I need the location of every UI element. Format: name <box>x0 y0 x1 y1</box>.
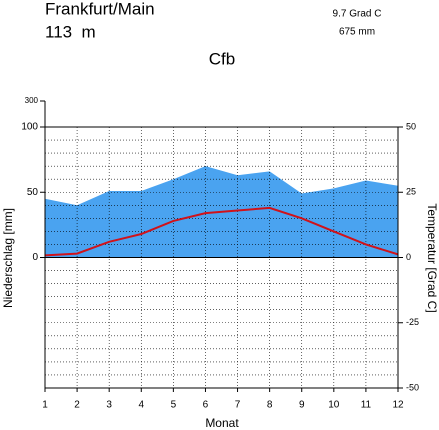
y-tick-label: 100 <box>21 122 38 133</box>
x-tick-label: 8 <box>267 400 273 411</box>
x-tick-label: 2 <box>74 400 80 411</box>
y2-tick-label: -50 <box>406 382 419 392</box>
y2-tick-label: 25 <box>406 187 416 197</box>
x-tick-label: 7 <box>235 400 241 411</box>
x-tick-label: 4 <box>138 400 144 411</box>
annual-precipitation: 675 mm <box>339 27 375 38</box>
x-tick-label: 9 <box>299 400 305 411</box>
x-axis-label: Monat <box>205 416 239 430</box>
temperature-line <box>44 206 399 257</box>
y2-axis-label: Temperatur [Grad C] <box>425 203 439 312</box>
x-tick-label: 1 <box>42 400 48 411</box>
y2-tick-label: 0 <box>406 252 411 262</box>
chart-title: Cfb <box>209 49 235 68</box>
x-tick-label: 12 <box>392 400 404 411</box>
y-tick-label: 0 <box>32 252 38 263</box>
elevation: 113 m <box>45 22 96 41</box>
y-tick-label: 300 <box>25 96 39 105</box>
x-tick-label: 10 <box>328 400 340 411</box>
x-tick-label: 5 <box>171 400 177 411</box>
y-tick-label: 50 <box>27 187 39 198</box>
x-tick-label: 3 <box>106 400 112 411</box>
mean-temperature: 9.7 Grad C <box>333 9 382 20</box>
y-axis-label: Niederschlag [mm] <box>1 208 15 308</box>
y2-tick-label: 50 <box>406 121 416 131</box>
station-name: Frankfurt/Main <box>45 0 155 18</box>
y2-tick-label: -25 <box>406 317 419 327</box>
x-tick-label: 6 <box>203 400 209 411</box>
x-tick-label: 11 <box>361 400 372 411</box>
